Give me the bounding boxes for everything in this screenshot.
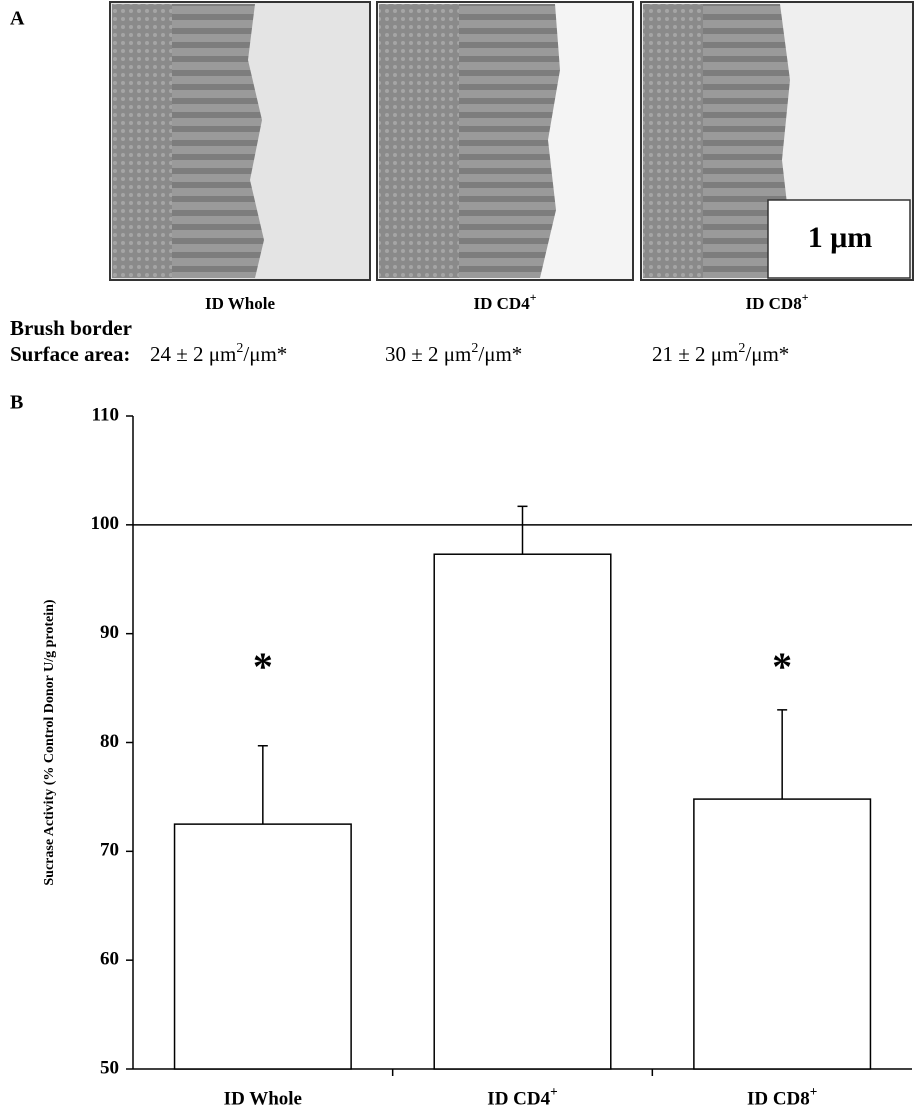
surface-area: 30 ± 2 μm2/μm*: [385, 341, 522, 366]
annotation: *: [772, 644, 792, 689]
caption: ID Whole: [205, 294, 276, 313]
annotation: *: [253, 644, 273, 689]
x-tick-label: ID CD8+: [747, 1084, 817, 1110]
superscript: 2: [738, 341, 745, 356]
y-tick-label: 80: [100, 731, 119, 752]
bar: [433, 553, 612, 1070]
surface-value: 21 ± 2 μm: [652, 342, 738, 366]
x-tick-label: ID CD4+: [487, 1084, 557, 1110]
surface-label: Surface area:: [10, 342, 130, 366]
caption: ID CD4+: [474, 290, 537, 313]
bar: [693, 798, 872, 1070]
surface-unit: /μm*: [745, 342, 789, 366]
micrograph: [640, 1, 914, 281]
bar: [173, 823, 352, 1070]
y-tick-label: 50: [100, 1057, 119, 1078]
scale-label: 1 μm: [808, 221, 873, 254]
micrograph: [109, 1, 371, 281]
micrograph: [376, 1, 634, 281]
y-tick-label: 110: [92, 404, 119, 425]
y-tick-label: 100: [91, 513, 120, 534]
surface-value: 24 ± 2 μm: [150, 342, 236, 366]
y-tick-label: 70: [100, 840, 119, 861]
superscript: 2: [471, 341, 478, 356]
x-tick-label: ID Whole: [224, 1088, 302, 1109]
caption: ID CD8+: [746, 290, 809, 313]
surface-area: 21 ± 2 μm2/μm*: [652, 341, 789, 366]
surface-unit: /μm*: [243, 342, 287, 366]
superscript: 2: [236, 341, 243, 356]
surface-value: 30 ± 2 μm: [385, 342, 471, 366]
panel-label: B: [10, 392, 23, 414]
y-axis-label: Sucrase Activity (% Control Donor U/g pr…: [42, 599, 57, 886]
y-tick-label: 90: [100, 622, 119, 643]
panel-label: A: [10, 8, 25, 30]
surface-area: 24 ± 2 μm2/μm*: [150, 341, 287, 366]
surface-unit: /μm*: [478, 342, 522, 366]
y-tick-label: 60: [100, 949, 119, 970]
heading: Brush border: [10, 316, 132, 340]
